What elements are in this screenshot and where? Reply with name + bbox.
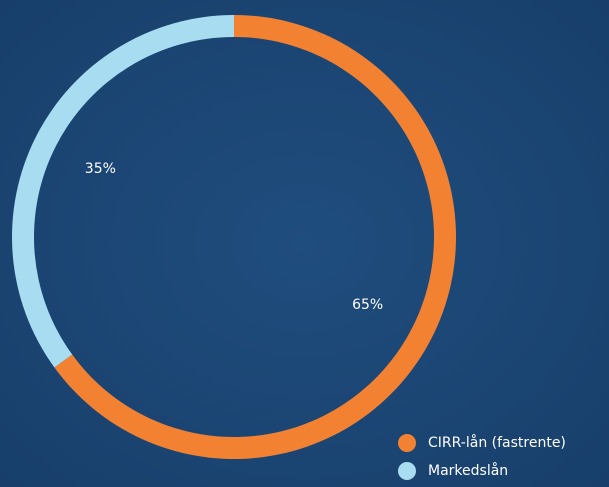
data-label: 35% — [85, 161, 116, 177]
legend-swatch — [398, 434, 416, 452]
legend-label: Markedslån — [428, 462, 508, 479]
legend-label: CIRR-lån (fastrente) — [428, 434, 566, 451]
donut-segment — [12, 15, 235, 368]
legend-swatch — [398, 462, 416, 480]
data-label: 65% — [352, 297, 383, 313]
